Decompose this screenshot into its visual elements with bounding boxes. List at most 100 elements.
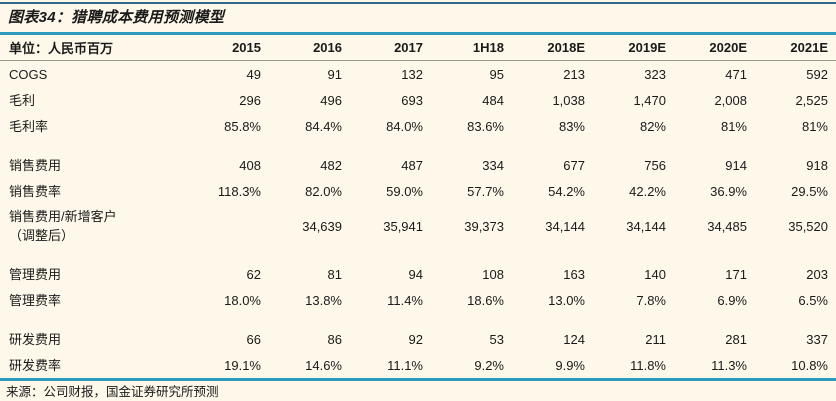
cell-value: 482	[320, 157, 342, 173]
unit-label: 单位：人民币百万	[0, 35, 188, 61]
cell-value: 81	[327, 266, 342, 282]
cell-value: 13.8%	[305, 292, 342, 308]
table-row: 研发费率 19.1% 14.6% 11.1% 9.2% 9.9% 11.8% 11.3% 10.…	[0, 352, 836, 378]
cell-value: 2,525	[795, 92, 828, 108]
row-label: 管理费用	[9, 266, 62, 282]
cell-value: 914	[725, 157, 747, 173]
cell-value: 85.8%	[224, 118, 261, 134]
cell-value: 83.6%	[467, 118, 504, 134]
col-header-1H18: 1H18	[431, 35, 512, 61]
cell-value: 132	[401, 66, 423, 82]
cell-value: 11.8%	[630, 357, 666, 373]
cell-value: 18.0%	[224, 292, 261, 308]
cell-value: 118.3%	[217, 183, 261, 199]
cell-value: 9.9%	[555, 357, 585, 373]
cell-value: 487	[401, 157, 423, 173]
spacer-row	[0, 313, 836, 326]
cell-value: 42.2%	[629, 183, 666, 199]
row-label: COGS	[9, 66, 48, 82]
cell-value: 2,008	[714, 92, 747, 108]
cell-value: 81%	[720, 118, 747, 134]
cell-value: 35,520	[788, 218, 828, 234]
table-header: 单位：人民币百万 2015 2016 2017 1H18 2018E 2019E 2020E 2…	[0, 35, 836, 61]
cell-value: 84.4%	[305, 118, 342, 134]
cell-value: 92	[408, 331, 423, 347]
cell-value: 11.3%	[711, 357, 747, 373]
table-bottom-rule	[0, 378, 836, 381]
cell-value: 18.6%	[467, 292, 504, 308]
cell-value: 11.1%	[387, 357, 423, 373]
col-header-2016: 2016	[269, 35, 350, 61]
table-row: 毛利 296 496 693 484 1,038 1,470 2,008 2,525	[0, 87, 836, 113]
cell-value: 471	[725, 66, 747, 82]
cell-value: 496	[320, 92, 342, 108]
cell-value: 323	[644, 66, 666, 82]
col-header-2015: 2015	[188, 35, 269, 61]
cell-value: 6.9%	[717, 292, 747, 308]
cell-value: 13.0%	[548, 292, 585, 308]
col-header-2020E: 2020E	[674, 35, 755, 61]
cell-value: 81%	[801, 118, 828, 134]
row-label: 销售费率	[9, 183, 62, 199]
cell-value: 36.9%	[710, 183, 747, 199]
cell-value: 756	[644, 157, 666, 173]
cell-value: 34,144	[545, 218, 585, 234]
cell-value: 1,470	[633, 92, 666, 108]
table-row: COGS 49 91 132 95 213 323 471 592	[0, 61, 836, 88]
cell-value: 86	[327, 331, 342, 347]
row-label: 销售费用/新增客户 （调整后）	[0, 204, 188, 248]
cell-value: 9.2%	[474, 357, 504, 373]
table-row: 毛利率 85.8% 84.4% 84.0% 83.6% 83% 82% 81% 81%	[0, 113, 836, 139]
cell-value: 49	[246, 66, 261, 82]
cell-value: 34,639	[302, 218, 342, 234]
row-label: 研发费用	[9, 331, 62, 347]
cell-value: 213	[563, 66, 585, 82]
cell-value: 39,373	[464, 218, 504, 234]
row-label: 毛利率	[9, 118, 49, 134]
cell-value: 140	[644, 266, 666, 282]
col-header-2018E: 2018E	[512, 35, 593, 61]
cell-value: 693	[401, 92, 423, 108]
table-body: COGS 49 91 132 95 213 323 471 592 毛利 296 496 693 484 1…	[0, 61, 836, 379]
row-label: 研发费率	[9, 357, 62, 373]
col-header-2021E: 2021E	[755, 35, 836, 61]
cell-value: 171	[725, 266, 747, 282]
cell-value: 1,038	[552, 92, 585, 108]
cell-value: 91	[327, 66, 342, 82]
cell-value: 592	[806, 66, 828, 82]
cell-value: 59.0%	[386, 183, 423, 199]
header-row: 单位：人民币百万 2015 2016 2017 1H18 2018E 2019E 2020E 2…	[0, 35, 836, 61]
cell-value: 163	[563, 266, 585, 282]
row-label: 销售费用	[9, 157, 62, 173]
cell-value: 10.8%	[791, 357, 828, 373]
cell-value: 34,485	[707, 218, 747, 234]
cell-value: 83%	[558, 118, 585, 134]
cell-value: 19.1%	[224, 357, 261, 373]
cell-value: 408	[239, 157, 261, 173]
cell-value: 82.0%	[305, 183, 342, 199]
spacer-row	[0, 139, 836, 152]
table-row: 销售费用 408 482 487 334 677 756 914 918	[0, 152, 836, 178]
cell-value: 203	[806, 266, 828, 282]
row-label-note: （调整后）	[9, 228, 75, 243]
col-header-2017: 2017	[350, 35, 431, 61]
cell-value: 11.4%	[387, 292, 423, 308]
cell-value: 296	[239, 92, 261, 108]
cell-value: 677	[563, 157, 585, 173]
cell-value: 108	[482, 266, 504, 282]
table-row: 销售费用/新增客户 （调整后） 34,639 35,941 39,373 34,144 34…	[0, 204, 836, 248]
cell-value: 84.0%	[386, 118, 423, 134]
row-label: 管理费率	[9, 292, 62, 308]
cell-value: 337	[806, 331, 828, 347]
forecast-table: 单位：人民币百万 2015 2016 2017 1H18 2018E 2019E 2020E 2…	[0, 35, 836, 378]
cell-value: 35,941	[383, 218, 423, 234]
cell-value: 7.8%	[636, 292, 666, 308]
cell-value: 211	[645, 331, 666, 347]
cell-value: 918	[806, 157, 828, 173]
table-row: 销售费率 118.3% 82.0% 59.0% 57.7% 54.2% 42.2% 36.9%…	[0, 178, 836, 204]
cell-value: 53	[489, 331, 504, 347]
cell-value	[188, 204, 269, 248]
cell-value: 484	[482, 92, 504, 108]
source-note: 来源：公司财报，国金证券研究所预测	[6, 385, 219, 399]
